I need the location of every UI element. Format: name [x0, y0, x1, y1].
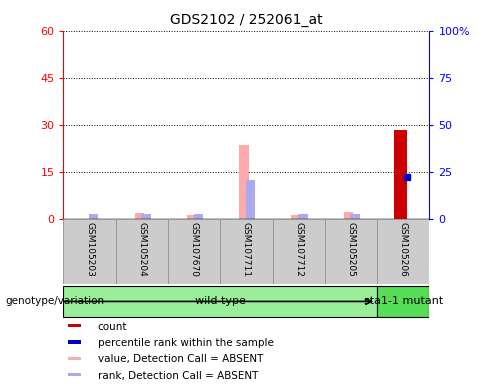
- Text: GSM105205: GSM105205: [346, 222, 356, 277]
- Bar: [135, 213, 144, 219]
- Text: GSM107712: GSM107712: [294, 222, 303, 277]
- Text: percentile rank within the sample: percentile rank within the sample: [98, 338, 273, 348]
- Bar: [68, 341, 81, 344]
- Bar: [220, 219, 273, 284]
- Bar: [344, 212, 353, 219]
- Text: GSM105206: GSM105206: [399, 222, 408, 277]
- Text: count: count: [98, 321, 127, 331]
- Text: GSM107711: GSM107711: [242, 222, 251, 277]
- Bar: [273, 219, 325, 284]
- Bar: [89, 214, 99, 219]
- Bar: [394, 131, 407, 219]
- Bar: [116, 219, 168, 284]
- Bar: [194, 214, 203, 219]
- Text: sta1-1 mutant: sta1-1 mutant: [364, 296, 443, 306]
- Bar: [63, 286, 377, 317]
- Bar: [168, 219, 220, 284]
- Bar: [377, 219, 429, 284]
- Text: GSM105204: GSM105204: [137, 222, 146, 277]
- Text: value, Detection Call = ABSENT: value, Detection Call = ABSENT: [98, 354, 263, 364]
- Bar: [63, 219, 116, 284]
- Bar: [298, 214, 307, 219]
- Bar: [68, 373, 81, 376]
- Text: GSM107670: GSM107670: [190, 222, 199, 277]
- Text: wild type: wild type: [195, 296, 246, 306]
- Title: GDS2102 / 252061_at: GDS2102 / 252061_at: [170, 13, 323, 27]
- Bar: [246, 180, 255, 219]
- Bar: [291, 215, 301, 219]
- Text: rank, Detection Call = ABSENT: rank, Detection Call = ABSENT: [98, 371, 258, 381]
- Bar: [142, 214, 151, 219]
- Bar: [239, 145, 248, 219]
- Text: genotype/variation: genotype/variation: [5, 296, 104, 306]
- Bar: [325, 219, 377, 284]
- Bar: [350, 214, 360, 219]
- Bar: [68, 324, 81, 328]
- Text: GSM105203: GSM105203: [85, 222, 94, 277]
- Bar: [68, 357, 81, 360]
- Bar: [377, 286, 429, 317]
- Bar: [187, 215, 196, 219]
